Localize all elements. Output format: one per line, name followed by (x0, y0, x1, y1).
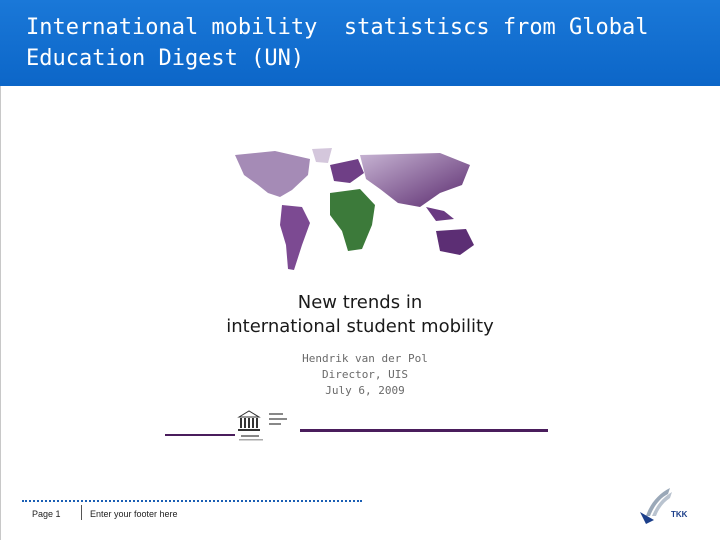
footer-separator (81, 505, 82, 520)
presenter-block: Hendrik van der Pol Director, UIS July 6… (275, 351, 455, 399)
headline-line-2: international student mobility (226, 316, 494, 337)
footer-dotted-rule (22, 500, 362, 502)
decorative-rule-left (165, 434, 235, 436)
slide-title: International mobility statistiscs from … (26, 15, 662, 71)
tkk-logo-text: TKK (671, 510, 688, 519)
map-europe (330, 159, 364, 183)
tkk-logo-icon (640, 488, 672, 524)
map-africa (330, 189, 375, 251)
map-south-america (280, 205, 310, 270)
footer-text: Enter your footer here (90, 509, 178, 519)
footer-page-number: Page 1 (32, 509, 61, 519)
headline-line-1: New trends in (297, 292, 423, 313)
world-map-image (235, 148, 474, 270)
map-greenland (312, 148, 332, 163)
map-north-america (235, 151, 310, 197)
title-bar: International mobility statistiscs from … (0, 0, 720, 86)
presenter-date: July 6, 2009 (325, 384, 405, 397)
decorative-rule-right (300, 429, 548, 432)
unesco-logo (237, 410, 287, 441)
presenter-role: Director, UIS (321, 368, 409, 381)
map-australia (436, 229, 474, 255)
embedded-headline: New trends in international student mobi… (160, 291, 560, 339)
map-southeast-asia (426, 207, 454, 221)
map-asia (360, 153, 470, 207)
presenter-name: Hendrik van der Pol (302, 352, 428, 365)
left-divider (0, 86, 1, 540)
embedded-slide-image: New trends in international student mobi… (160, 145, 555, 450)
